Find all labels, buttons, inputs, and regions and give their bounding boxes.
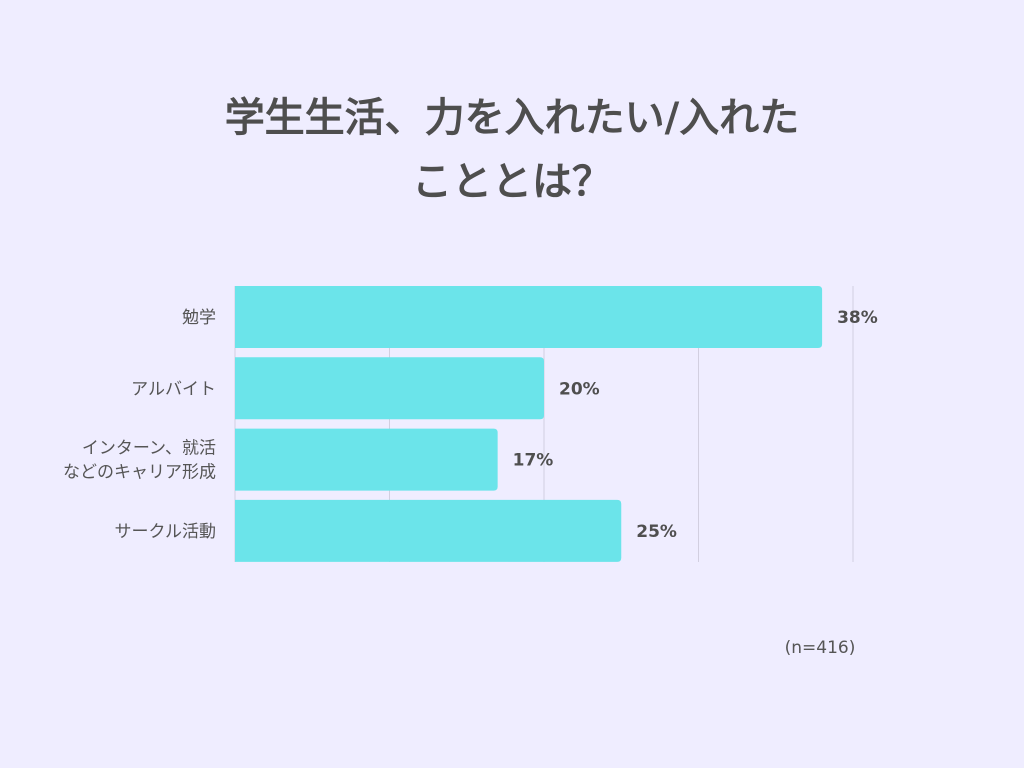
chart-title: 学生生活、力を入れたい/入れた こととは？ — [112, 86, 912, 214]
sample-size-note: (n=416) — [784, 638, 856, 658]
value-label: 20% — [559, 379, 600, 399]
category-label: などのキャリア形成 — [63, 463, 216, 483]
value-label: 38% — [837, 308, 878, 328]
bar — [235, 499, 622, 562]
bars — [235, 286, 823, 562]
chart-title-line-1: 学生生活、力を入れたい/入れた — [224, 95, 800, 141]
chart-title-line-2: こととは？ — [412, 159, 612, 205]
bar — [235, 286, 823, 348]
bar — [235, 428, 498, 491]
value-label: 17% — [513, 451, 554, 471]
category-label: インターン、就活 — [82, 439, 216, 459]
category-label: アルバイト — [131, 379, 216, 399]
value-label: 25% — [636, 522, 677, 542]
category-label: 勉学 — [182, 308, 216, 328]
bar — [235, 357, 544, 420]
category-label: サークル活動 — [115, 522, 217, 542]
